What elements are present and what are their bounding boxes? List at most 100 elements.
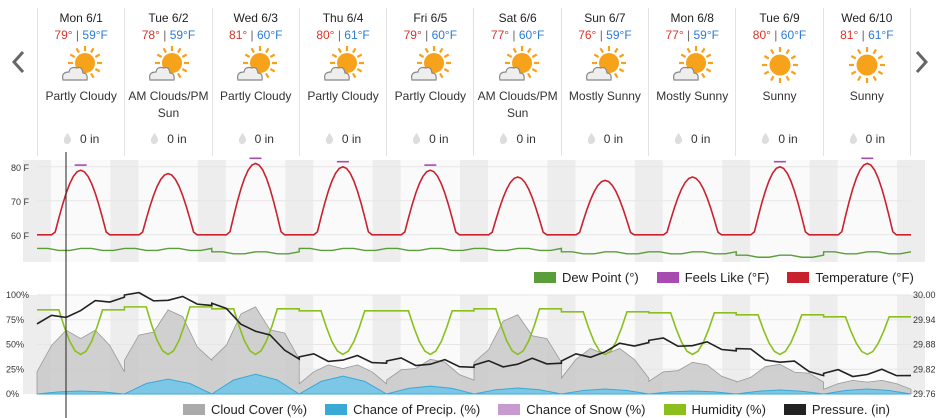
legend-label: Chance of Snow (%) (526, 402, 646, 417)
night-band (460, 160, 488, 262)
legend-item[interactable]: Temperature (°F) (787, 270, 914, 285)
legend-swatch (783, 404, 806, 415)
day-column[interactable]: Wed 6/3 81° | 60°F Partly Cloudy 0 in (211, 8, 299, 156)
day-temps: 80° | 60°F (736, 28, 822, 43)
day-column[interactable]: Sun 6/7 76° | 59°F Mostly Sunny 0 in (560, 8, 648, 156)
legend-item[interactable]: Chance of Precip. (%) (325, 402, 480, 417)
temperature-line (37, 162, 911, 236)
night-band (372, 160, 401, 262)
high-temp: 81° (229, 28, 248, 42)
day-column[interactable]: Mon 6/1 79° | 59°F Partly Cloudy 0 in (37, 8, 124, 156)
night-band (897, 160, 925, 262)
dew-point-line (37, 247, 912, 258)
condition-text: AM Clouds/PM Sun (128, 89, 209, 120)
partly-cloudy-icon (324, 46, 365, 81)
condition-text: AM Clouds/PM Sun (477, 89, 558, 120)
conditions-legend: Cloud Cover (%) Chance of Precip. (%) Chan… (165, 402, 890, 417)
high-temp: 77° (665, 28, 684, 42)
cond-axis-tick-right: 30.00 (913, 290, 936, 300)
next-days-arrow-icon[interactable] (910, 46, 932, 78)
low-temp: 59°F (169, 28, 196, 42)
night-band (634, 160, 663, 262)
precip-value: 0 in (778, 132, 798, 146)
day-temps: 79° | 59°F (38, 28, 124, 43)
raindrop-icon (151, 133, 159, 144)
raindrop-icon (325, 133, 334, 144)
legend-label: Humidity (%) (691, 402, 766, 417)
day-column[interactable]: Fri 6/5 79° | 60°F Partly Cloudy 0 in (386, 8, 473, 156)
high-temp: 81° (840, 28, 859, 42)
condition-text: Partly Cloudy (307, 89, 379, 103)
raindrop-icon (412, 133, 421, 144)
legend-swatch (325, 404, 348, 415)
day-name: Sat 6/6 (498, 11, 537, 25)
day-column[interactable]: Tue 6/9 80° | 60°F Sunny 0 in (735, 8, 822, 156)
day-temps: 78° | 59°F (125, 28, 211, 43)
legend-swatch (656, 272, 679, 283)
partly-cloudy-icon (585, 46, 626, 81)
temp-axis-tick: 70 F (11, 197, 30, 207)
day-column[interactable]: Thu 6/4 80° | 61°F Partly Cloudy 0 in (298, 8, 386, 156)
high-temp: 77° (490, 28, 510, 42)
condition-text: Partly Cloudy (45, 89, 117, 103)
raindrop-icon (587, 133, 595, 144)
precip-amount: 0 in (562, 132, 648, 146)
precip-value: 0 in (429, 132, 449, 146)
legend-item[interactable]: Dew Point (°) (534, 270, 639, 285)
high-temp: 80° (316, 28, 335, 42)
sun-icon (761, 47, 798, 83)
partly-cloudy-icon (673, 46, 714, 81)
cond-axis-tick-left: 100% (6, 290, 29, 300)
low-temp: 60°F (431, 28, 458, 42)
legend-item[interactable]: Feels Like (°F) (656, 270, 770, 285)
precip-value: 0 in (341, 132, 362, 146)
day-name: Wed 6/10 (841, 11, 893, 25)
low-temp: 59°F (693, 28, 719, 42)
legend-swatch (787, 272, 810, 283)
low-temp: 60°F (518, 28, 545, 42)
precip-amount: 0 in (38, 132, 124, 146)
legend-item[interactable]: Cloud Cover (%) (183, 402, 307, 417)
low-temp: 61°F (344, 28, 370, 42)
temp-separator: | (337, 28, 341, 42)
temp-separator: | (75, 28, 80, 42)
legend-label: Feels Like (°F) (684, 270, 770, 285)
cond-axis-tick-right: 29.82 (913, 364, 936, 374)
partly-cloudy-icon (411, 46, 452, 81)
day-temps: 77° | 59°F (649, 28, 735, 43)
precip-value: 0 in (79, 132, 100, 146)
cloud-cover-area (36, 306, 912, 395)
day-temps: 81° | 60°F (213, 28, 299, 43)
day-column[interactable]: Mon 6/8 77° | 59°F Mostly Sunny 0 in (648, 8, 735, 156)
day-column[interactable]: Tue 6/2 78° | 59°F AM Clouds/PM Sun 0 in (124, 8, 211, 156)
day-temps: 76° | 59°F (562, 28, 648, 43)
low-temp: 59°F (82, 28, 108, 42)
temp-axis-tick: 80 F (11, 163, 30, 173)
partly-cloudy-icon (62, 46, 103, 81)
legend-label: Dew Point (°) (562, 270, 639, 285)
high-temp: 79° (403, 28, 422, 42)
precip-value: 0 in (167, 132, 187, 146)
condition-text: Sunny (762, 89, 797, 103)
legend-item[interactable]: Chance of Snow (%) (498, 402, 646, 417)
high-temp: 80° (752, 28, 771, 42)
raindrop-icon (500, 133, 508, 144)
temp-separator: | (163, 28, 167, 42)
day-temps: 81° | 61°F (824, 28, 910, 43)
day-column[interactable]: Wed 6/10 81° | 61°F Sunny 0 in (822, 8, 911, 156)
day-column[interactable]: Sat 6/6 77° | 60°F AM Clouds/PM Sun 0 in (473, 8, 560, 156)
night-band (197, 160, 226, 262)
previous-days-arrow-icon[interactable] (8, 46, 30, 78)
precip-value: 0 in (254, 132, 274, 146)
legend-item[interactable]: Pressure. (in) (783, 402, 890, 417)
low-temp: 60°F (256, 28, 283, 42)
forecast-day-strip: Mon 6/1 79° | 59°F Partly Cloudy 0 in Tu… (37, 8, 911, 156)
high-temp: 78° (141, 28, 160, 42)
night-band (547, 160, 576, 262)
legend-item[interactable]: Humidity (%) (663, 402, 766, 417)
precip-value: 0 in (516, 132, 536, 146)
precip-amount: 0 in (649, 132, 735, 146)
day-name: Tue 6/9 (759, 11, 800, 25)
raindrop-icon (762, 133, 770, 144)
